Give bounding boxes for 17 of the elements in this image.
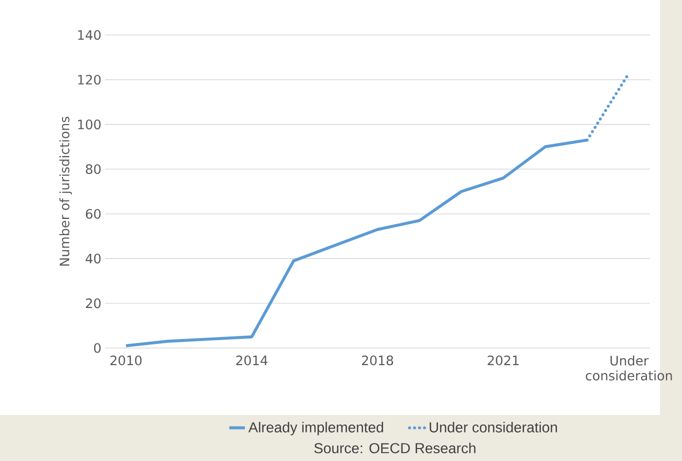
source-note: Source: OECD Research: [314, 442, 476, 454]
x-tick-label: 2010: [110, 356, 142, 366]
y-tick-label: 140: [78, 30, 101, 40]
y-axis-title: Number of jurisdictions: [59, 116, 72, 266]
x-tick-label: 2021: [488, 356, 519, 366]
x-tick-label: 2018: [362, 356, 394, 366]
y-tick-label: 40: [86, 254, 101, 264]
legend-label: Already implemented: [248, 422, 384, 436]
y-tick-label: 100: [78, 120, 101, 130]
y-tick-label: 120: [78, 74, 101, 85]
y-tick-label: 20: [86, 298, 101, 308]
x-tick-label: Under consideration: [586, 356, 672, 380]
legend-label: Under consideration: [430, 422, 557, 432]
y-tick-label: 60: [86, 208, 101, 219]
y-tick-label: 80: [86, 164, 101, 174]
y-tick-label: 0: [94, 343, 101, 353]
x-tick-label: 2014: [236, 356, 268, 366]
